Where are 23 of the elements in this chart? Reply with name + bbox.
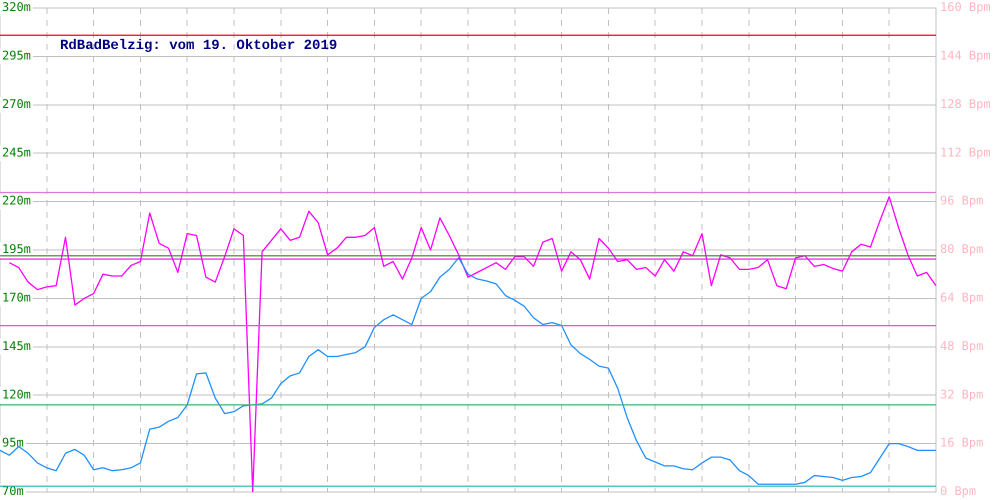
y-tick-label: 170m: [2, 290, 31, 305]
y2-tick-label: 80 Bpm: [940, 242, 984, 256]
y-tick-label: 295m: [2, 48, 31, 63]
y2-tick-label: 16 Bpm: [940, 436, 984, 450]
y2-tick-label: 160 Bpm: [940, 0, 991, 14]
y2-tick-label: 32 Bpm: [940, 387, 984, 402]
y-tick-label: 120m: [2, 387, 31, 402]
y-tick-label: 245m: [2, 145, 31, 160]
y2-tick-label: 48 Bpm: [940, 338, 984, 353]
text: RdBadBelzig: vom 19. Oktober 2019: [60, 38, 338, 54]
y2-tick-label: 144 Bpm: [940, 48, 991, 63]
y2-tick-label: 96 Bpm: [940, 194, 984, 208]
y2-tick-label: 128 Bpm: [940, 96, 991, 111]
y2-tick-label: 64 Bpm: [940, 290, 984, 305]
y-tick-label: 320m: [2, 0, 31, 14]
y-tick-label: 270m: [2, 96, 31, 111]
y-tick-label: 195m: [2, 242, 31, 256]
y-tick-label: 70m: [2, 484, 24, 498]
y-tick-label: 145m: [2, 338, 31, 353]
y2-tick-label: 0 Bpm: [940, 484, 976, 498]
y-tick-label: 220m: [2, 194, 31, 208]
y2-tick-label: 112 Bpm: [940, 145, 991, 160]
y-tick-label: 95m: [2, 436, 24, 450]
